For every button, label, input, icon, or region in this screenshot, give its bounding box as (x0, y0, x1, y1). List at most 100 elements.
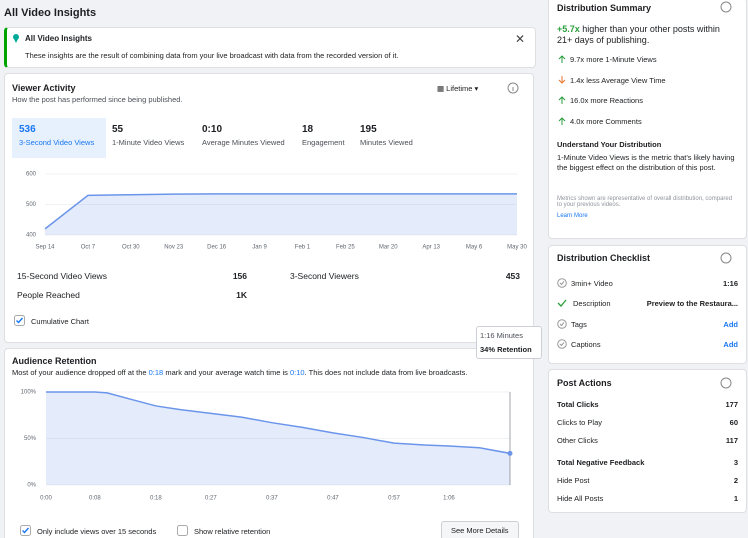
info-icon[interactable] (720, 377, 732, 389)
metric-label: Average Minutes Viewed (202, 138, 285, 147)
status-icon (557, 339, 567, 349)
summary-item: 1.4x less Average View Time (570, 75, 666, 85)
checklist-value: 1:16 (722, 279, 738, 288)
arrow-icon (558, 96, 566, 104)
area (45, 193, 517, 235)
action-value: 2 (733, 476, 738, 485)
action-label: Hide Post (557, 476, 590, 485)
checklist-label: Description (573, 299, 611, 309)
checkbox[interactable] (20, 525, 31, 536)
x-tick-label: 0:18 (150, 496, 162, 502)
info-icon[interactable] (720, 252, 732, 264)
x-tick-label: 1:06 (443, 496, 455, 502)
viewer-activity-title: Viewer Activity (12, 83, 76, 93)
checklist-label: Tags (571, 319, 587, 329)
post-actions-title: Post Actions (557, 378, 612, 388)
x-tick-label: 0:08 (89, 496, 101, 502)
action-value: 3 (733, 458, 738, 467)
check-icon (557, 299, 567, 308)
metric-label: 1-Minute Video Views (112, 138, 185, 147)
x-tick-label: Nov 23 (164, 245, 184, 251)
highlight: +5.7x (557, 24, 580, 34)
x-tick-label: Oct 7 (81, 245, 96, 251)
arrow-icon (558, 55, 566, 63)
understand-text: 1-Minute Video Views is the metric that'… (557, 153, 735, 172)
highlight: 0:18 (148, 368, 164, 377)
retention-text: Most of your audience dropped off at the… (12, 368, 467, 377)
action-label: Other Clicks (557, 436, 598, 445)
checklist-title: Distribution Checklist (557, 253, 651, 263)
checkbox[interactable] (14, 315, 25, 326)
checklist-label: 3min+ Video (571, 279, 613, 288)
notice (4, 27, 536, 68)
arrow-icon (558, 75, 566, 84)
x-tick-label: Dec 16 (207, 245, 227, 251)
retention-card (4, 348, 534, 538)
x-tick-label: 0:27 (205, 496, 217, 502)
pin-icon (13, 34, 19, 43)
x-tick-label: Feb 1 (295, 245, 311, 251)
x-tick-label: Apr 13 (422, 245, 440, 251)
metric-label: Minutes Viewed (360, 138, 413, 147)
notice-text: These insights are the result of combini… (25, 51, 399, 60)
action-value: 1 (733, 494, 738, 503)
action-label: Clicks to Play (557, 418, 603, 427)
point (507, 450, 513, 456)
summary-item: 16.0x more Reactions (570, 96, 643, 105)
stat-value: 156 (232, 271, 247, 281)
summary-title: Distribution Summary (557, 3, 652, 13)
text: . This does not include data from live b… (304, 368, 468, 377)
close-button[interactable]: ✕ (515, 32, 526, 46)
action-label: Hide All Posts (557, 494, 604, 503)
highlight: 0:10 (289, 368, 305, 377)
metric-value: 195 (360, 124, 377, 135)
y-tick-label: 50% (24, 436, 37, 442)
x-tick-label: May 6 (466, 245, 483, 251)
checklist-value[interactable]: Add (723, 339, 738, 349)
y-tick-label: 0% (27, 483, 36, 489)
metric-value: 55 (112, 124, 124, 135)
checkbox[interactable] (177, 525, 188, 536)
line (44, 193, 517, 230)
status-icon (557, 278, 567, 288)
stat-label: People Reached (17, 290, 80, 300)
info-icon[interactable] (720, 1, 732, 13)
area (46, 392, 510, 485)
x-tick-label: Jan 9 (252, 245, 267, 251)
x-tick-label: 0:57 (388, 496, 400, 502)
checklist-value[interactable]: Add (723, 319, 738, 329)
stat-value: 453 (505, 271, 520, 281)
learn-more-link[interactable]: Learn More (557, 213, 588, 219)
page-title: All Video Insights (4, 7, 97, 19)
action-label: Total Negative Feedback (557, 458, 645, 467)
tooltip (476, 326, 542, 359)
metric-label: Engagement (302, 138, 345, 147)
summary-item: 9.7x more 1-Minute Views (570, 55, 657, 64)
selected-tab (12, 118, 106, 158)
action-label: Total Clicks (557, 400, 599, 409)
tooltip-retention: 34% Retention (480, 345, 532, 354)
retention-chart: 0% 50% 100% 0:00 0:08 0:18 0:27 0:37 0:47 0:57 1:0… (21, 390, 513, 502)
tooltip-time: 1:16 Minutes (480, 331, 523, 340)
metric-value: 536 (19, 124, 36, 135)
arrow-icon (558, 116, 566, 125)
note: Metrics shown are representative of over… (557, 196, 733, 208)
checklist-value: Preview to the Restaura... (646, 299, 738, 309)
period: Lifetime (446, 84, 473, 93)
metric-value: 18 (302, 124, 314, 135)
summary-item: 4.0x more Comments (570, 116, 642, 126)
post-actions-card (548, 369, 747, 513)
retention-title: Audience Retention (12, 356, 97, 366)
summary-headline: +5.7x higher than your other posts withi… (557, 24, 737, 46)
period-dropdown[interactable]: ▦ Lifetime ▾ (437, 84, 479, 93)
summary-card (548, 0, 747, 239)
see-more-button[interactable]: See More Details (441, 521, 519, 538)
x-tick-label: Mar 20 (379, 245, 398, 251)
text: higher than your other posts within 21+ … (557, 24, 720, 45)
info-icon[interactable] (507, 82, 519, 94)
metric-label: 3-Second Video Views (19, 138, 95, 147)
checklist-card (548, 245, 747, 364)
text: mark and your average watch time is (163, 368, 290, 377)
action-value: 60 (729, 418, 738, 427)
